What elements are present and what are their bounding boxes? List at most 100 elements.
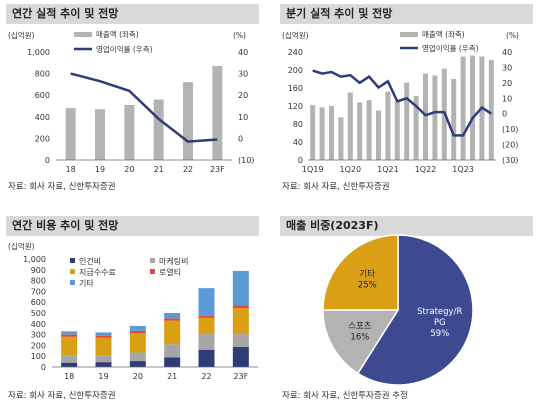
y-tick-left: 100 bbox=[31, 352, 46, 361]
cost-bar-other bbox=[164, 313, 181, 319]
y-tick-right: 10 bbox=[238, 113, 248, 122]
legend-swatch-fees bbox=[70, 269, 75, 274]
title-annual-costs: 연간 비용 추이 및 전망 bbox=[6, 216, 259, 236]
x-tick-label: 1Q19 bbox=[302, 165, 324, 174]
revenue-bar bbox=[319, 107, 325, 160]
x-tick-label: 22 bbox=[201, 372, 211, 381]
title-revenue-mix: 매출 비중(2023F) bbox=[280, 216, 533, 236]
y-tick-left: 0 bbox=[41, 363, 46, 372]
cost-bar-royalty bbox=[164, 318, 181, 321]
cost-bar-other bbox=[198, 288, 215, 316]
x-tick-label: 21 bbox=[154, 165, 164, 174]
x-tick-label: 22 bbox=[183, 165, 193, 174]
revenue-bar bbox=[394, 101, 400, 160]
cost-bar-other bbox=[232, 270, 249, 306]
cost-bar-marketing bbox=[61, 355, 78, 363]
unit-label-left: (십억원) bbox=[8, 31, 35, 40]
revenue-bar bbox=[366, 100, 372, 160]
x-tick-label: 19 bbox=[95, 165, 105, 174]
unit-label-right: (%) bbox=[506, 31, 519, 40]
margin-line bbox=[70, 72, 218, 143]
x-tick-label: 23F bbox=[210, 165, 225, 174]
cost-bar-royalty bbox=[232, 305, 249, 309]
y-tick-left: 400 bbox=[31, 320, 46, 329]
cost-bar-fees bbox=[95, 337, 112, 356]
y-tick-left: 800 bbox=[31, 277, 46, 286]
cost-bar-marketing bbox=[129, 352, 146, 362]
y-tick-left: 160 bbox=[288, 84, 303, 93]
x-tick-label: 21 bbox=[167, 372, 177, 381]
x-tick-label: 1Q22 bbox=[415, 165, 437, 174]
y-tick-left: 200 bbox=[35, 134, 50, 143]
margin-line bbox=[312, 69, 492, 137]
cost-bar-marketing bbox=[232, 334, 249, 348]
pie-slice-label: PG bbox=[434, 318, 446, 328]
y-tick-left: 240 bbox=[288, 48, 303, 57]
legend-label-margin: 영업이익률 (우측) bbox=[422, 43, 479, 53]
pie-slice-label: Strategy/R bbox=[417, 307, 462, 317]
y-tick-left: 40 bbox=[293, 138, 303, 147]
cost-bar-royalty bbox=[198, 315, 215, 318]
revenue-bar bbox=[153, 99, 164, 160]
cost-bar-marketing bbox=[164, 344, 181, 358]
revenue-bar bbox=[95, 109, 105, 160]
revenue-bar bbox=[338, 117, 344, 160]
x-tick-label: 1Q23 bbox=[452, 165, 474, 174]
source-quarterly-results: 자료: 회사 자료, 신한투자증권 bbox=[282, 182, 390, 192]
pie-slice-label: 스포츠 bbox=[348, 321, 372, 331]
x-tick-label: 1Q21 bbox=[377, 165, 399, 174]
cost-bar-labor bbox=[61, 362, 78, 367]
y-tick-left: 0 bbox=[298, 156, 303, 165]
revenue-bar bbox=[488, 60, 494, 160]
pie-slice-label: 기타 bbox=[359, 270, 375, 280]
y-tick-right: 20 bbox=[502, 79, 512, 88]
y-tick-right: 30 bbox=[502, 63, 512, 72]
source-annual-costs: 자료: 회사 자료, 신한투자증권 bbox=[8, 391, 116, 401]
title-quarterly-results: 분기 실적 추이 및 전망 bbox=[280, 4, 533, 24]
legend-swatch-other bbox=[70, 280, 75, 285]
pie-pct-label: 25% bbox=[358, 281, 377, 291]
y-tick-right: 0 bbox=[502, 110, 507, 119]
pie-slice-pie_other bbox=[322, 234, 399, 311]
y-tick-right: (30) bbox=[502, 156, 518, 165]
cost-bar-fees bbox=[61, 336, 78, 356]
legend-label-revenue: 매출액 (좌축) bbox=[96, 29, 139, 39]
y-tick-left: 300 bbox=[31, 331, 46, 340]
legend-label-labor: 인건비 bbox=[79, 256, 101, 266]
revenue-bar bbox=[404, 82, 410, 160]
y-tick-left: 0 bbox=[45, 156, 50, 165]
pie-slice-pie_sports bbox=[322, 309, 400, 375]
y-tick-left: 200 bbox=[31, 341, 46, 350]
revenue-bar bbox=[423, 73, 428, 160]
y-tick-right: 0 bbox=[238, 134, 243, 143]
revenue-bar bbox=[124, 104, 135, 160]
cost-bar-fees bbox=[129, 332, 146, 353]
cost-bar-fees bbox=[198, 317, 215, 335]
y-tick-left: 700 bbox=[31, 287, 46, 296]
y-tick-right: 40 bbox=[238, 48, 248, 57]
cost-bar-marketing bbox=[95, 355, 112, 363]
y-tick-right: 30 bbox=[238, 70, 248, 79]
y-tick-right: (20) bbox=[502, 141, 518, 150]
cost-bar-other bbox=[95, 332, 112, 336]
x-tick-label: 20 bbox=[124, 165, 134, 174]
cost-bar-fees bbox=[232, 308, 249, 335]
x-tick-label: 1Q20 bbox=[340, 165, 362, 174]
cost-bar-royalty bbox=[61, 334, 78, 337]
y-tick-left: 900 bbox=[31, 266, 46, 275]
y-tick-right: 40 bbox=[502, 48, 512, 57]
revenue-bar bbox=[183, 82, 193, 160]
revenue-bar bbox=[310, 105, 316, 160]
legend-label-revenue: 매출액 (좌축) bbox=[422, 29, 465, 39]
unit-label-left: (십억원) bbox=[8, 242, 35, 251]
legend-swatch-revenue bbox=[400, 32, 418, 37]
revenue-bar bbox=[432, 75, 438, 160]
cost-bar-labor bbox=[198, 349, 215, 367]
cost-bar-royalty bbox=[95, 335, 112, 338]
y-tick-right: (10) bbox=[238, 156, 254, 165]
y-tick-left: 80 bbox=[293, 120, 303, 129]
x-tick-label: 19 bbox=[98, 372, 108, 381]
cost-bar-labor bbox=[129, 361, 146, 367]
revenue-bar bbox=[470, 55, 475, 160]
